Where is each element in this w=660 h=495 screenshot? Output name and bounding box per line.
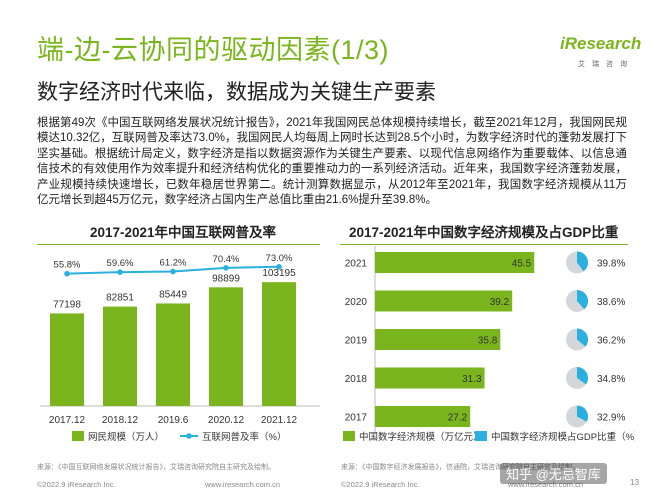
x-tick-label: 2018.12 (102, 415, 139, 426)
penetration-point (170, 268, 176, 275)
legend-label-share: 中国数字经济规模占GDP比重（%） (491, 431, 635, 443)
digital-economy-chart: 2021 45.5 39.8% 2020 39.2 38.6% 2019 35.8 36.2% 2… (343, 246, 635, 443)
gdp-share-label: 38.6% (597, 297, 625, 308)
right-chart-rule (340, 244, 628, 245)
y-tick-label: 2019 (345, 336, 368, 347)
penetration-point (117, 269, 123, 275)
y-tick-label: 2018 (345, 374, 368, 385)
footer-website-right: www.iresearch.com.cn (508, 480, 584, 489)
gdp-share-pie-slice (577, 290, 589, 310)
bar-2021.12 (262, 282, 296, 406)
legend-label-rate: 互联网普及率（%） (202, 431, 286, 443)
penetration-point (223, 265, 229, 271)
x-tick-label: 2019.6 (158, 415, 189, 426)
bar-value-label: 85449 (159, 289, 187, 300)
bar-2020 (375, 290, 513, 312)
bar-2017.12 (50, 313, 84, 406)
gdp-share-pie-slice (577, 367, 588, 385)
iresearch-logo: iResearch 艾瑞咨询 (560, 34, 641, 74)
gdp-share-pie-slice (577, 251, 589, 272)
bar-2020.12 (209, 287, 243, 406)
footer-website-left: www.iresearch.com.cn (205, 480, 281, 489)
logo-subtext: 艾瑞咨询 (578, 61, 634, 68)
bar-2019.6 (156, 303, 190, 406)
bar-2019 (375, 329, 501, 350)
right-chart-title: 2017-2021年中国数字经济规模及占GDP比重 (349, 225, 619, 240)
legend-label-scale: 中国数字经济规模（万亿元） (359, 431, 483, 443)
y-tick-label: 2017 (345, 413, 368, 424)
gdp-share-label: 39.8% (597, 259, 625, 270)
internet-penetration-chart: 77198 2017.12 82851 2018.12 85449 2019.6 98899… (40, 253, 320, 443)
bar-value-label: 31.3 (462, 374, 482, 385)
gdp-share-label: 34.8% (597, 374, 625, 385)
legend-swatch-share (475, 431, 487, 441)
y-tick-label: 2021 (345, 259, 368, 270)
penetration-label: 59.6% (107, 258, 134, 269)
bar-2017 (375, 406, 471, 427)
left-chart-title: 2017-2021年中国互联网普及率 (90, 225, 277, 240)
x-tick-label: 2017.12 (49, 415, 86, 426)
penetration-label: 73.0% (266, 253, 293, 264)
bar-value-label: 39.2 (490, 297, 510, 308)
penetration-label: 55.8% (54, 260, 81, 271)
left-chart-source: 来源：《中国互联网络发展状况统计报告》，艾瑞咨询研究院自主研究及绘制。 (37, 464, 275, 471)
x-tick-label: 2020.12 (208, 415, 245, 426)
bar-value-label: 103195 (262, 268, 296, 279)
body-paragraph: 根据第49次《中国互联网络发展状况统计报告》，2021年我国网民总体规模持续增长… (37, 117, 627, 207)
legend-marker-rate (186, 433, 192, 439)
bar-2021 (375, 252, 535, 273)
footer-copyright-left: ©2022.9 iResearch Inc. (37, 480, 116, 489)
bar-2018.12 (103, 306, 137, 406)
penetration-point (276, 264, 282, 270)
footer-copyright-right: ©2022.9 iResearch Inc. (341, 480, 420, 489)
bar-value-label: 27.2 (448, 413, 468, 424)
penetration-label: 61.2% (160, 258, 187, 269)
y-tick-label: 2020 (345, 297, 368, 308)
gdp-share-label: 32.9% (597, 413, 625, 424)
bar-value-label: 98899 (212, 273, 240, 284)
bar-value-label: 35.8 (478, 336, 498, 347)
x-tick-label: 2021.12 (261, 415, 298, 426)
right-chart-source: 来源：《中国数字经济发展报告》，信通院，艾瑞咨询研究院自主研究及绘制。 (341, 464, 579, 471)
penetration-point (64, 270, 70, 277)
legend-label-users: 网民规模（万人） (88, 431, 164, 443)
legend-swatch-users (72, 431, 84, 441)
page-subtitle: 数字经济时代来临，数据成为关键生产要素 (37, 81, 436, 104)
penetration-label: 70.4% (213, 254, 240, 265)
bar-value-label: 77198 (53, 299, 81, 310)
page-number: 13 (630, 478, 639, 487)
gdp-share-pie-slice (577, 328, 589, 347)
left-chart-rule (37, 244, 320, 245)
gdp-share-pie-slice (577, 405, 588, 422)
bar-2018 (375, 367, 485, 389)
bar-value-label: 45.5 (512, 259, 532, 270)
watermark: 知乎 @无忌智库 (500, 463, 607, 484)
bar-value-label: 82851 (106, 293, 134, 304)
legend-swatch-scale (343, 431, 355, 441)
logo-wordmark: iResearch (560, 34, 642, 53)
page-title: 端-边-云协同的驱动因素(1/3) (37, 35, 389, 65)
gdp-share-label: 36.2% (597, 336, 625, 347)
